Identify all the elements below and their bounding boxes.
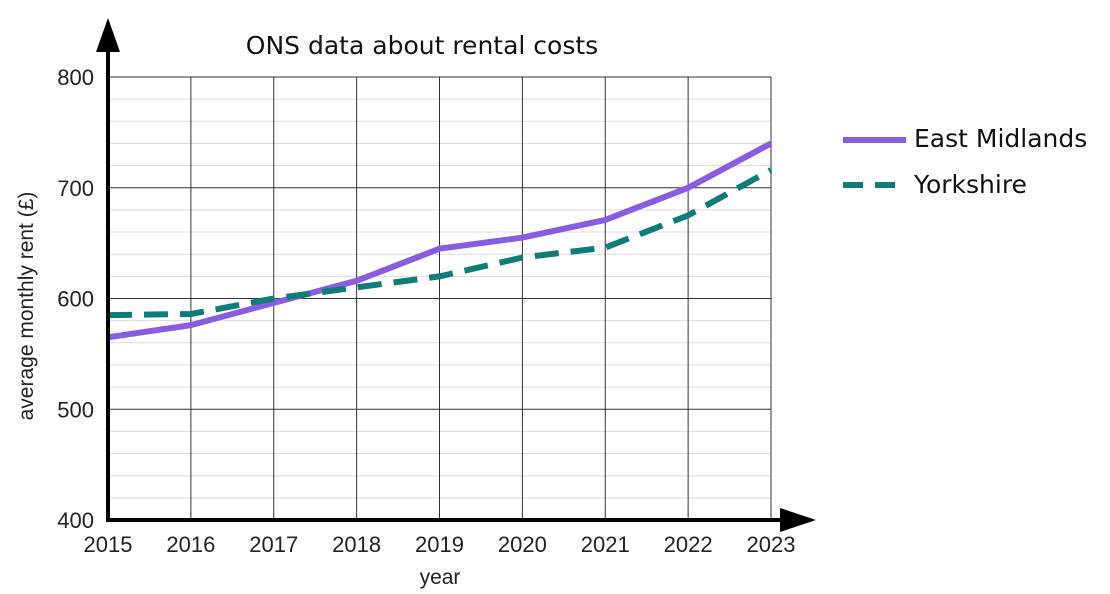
y-axis-title: average monthly rent (£) xyxy=(15,192,38,421)
series-layer xyxy=(107,140,773,341)
x-tick-label: 2023 xyxy=(747,532,796,557)
chart-title: ONS data about rental costs xyxy=(246,31,598,60)
x-tick-label: 2022 xyxy=(664,532,713,557)
x-tick-label: 2018 xyxy=(332,532,381,557)
series-line-east-midlands xyxy=(107,140,773,341)
chart-axes xyxy=(96,18,816,532)
y-tick-label: 400 xyxy=(57,508,94,533)
x-tick-label: 2020 xyxy=(498,532,547,557)
x-axis-title: year xyxy=(420,566,461,589)
legend: East Midlands Yorkshire xyxy=(843,124,1087,199)
chart-grid xyxy=(107,76,772,521)
x-tick-label: 2017 xyxy=(249,532,298,557)
legend-label-east-midlands: East Midlands xyxy=(914,124,1087,153)
y-tick-label: 700 xyxy=(57,176,94,201)
legend-label-yorkshire: Yorkshire xyxy=(913,170,1027,199)
x-tick-label: 2016 xyxy=(166,532,215,557)
y-tick-label: 800 xyxy=(57,65,94,90)
x-axis-arrow xyxy=(780,508,816,532)
x-tick-label: 2019 xyxy=(415,532,464,557)
y-tick-label: 600 xyxy=(57,287,94,312)
x-tick-label: 2015 xyxy=(84,532,133,557)
series-line-yorkshire xyxy=(107,167,773,319)
x-tick-label: 2021 xyxy=(581,532,630,557)
y-tick-label: 500 xyxy=(57,397,94,422)
tick-labels: 2015 2016 2017 2018 2019 2020 2021 2022 2023 400 5… xyxy=(57,65,795,557)
y-axis-arrow xyxy=(96,18,120,52)
